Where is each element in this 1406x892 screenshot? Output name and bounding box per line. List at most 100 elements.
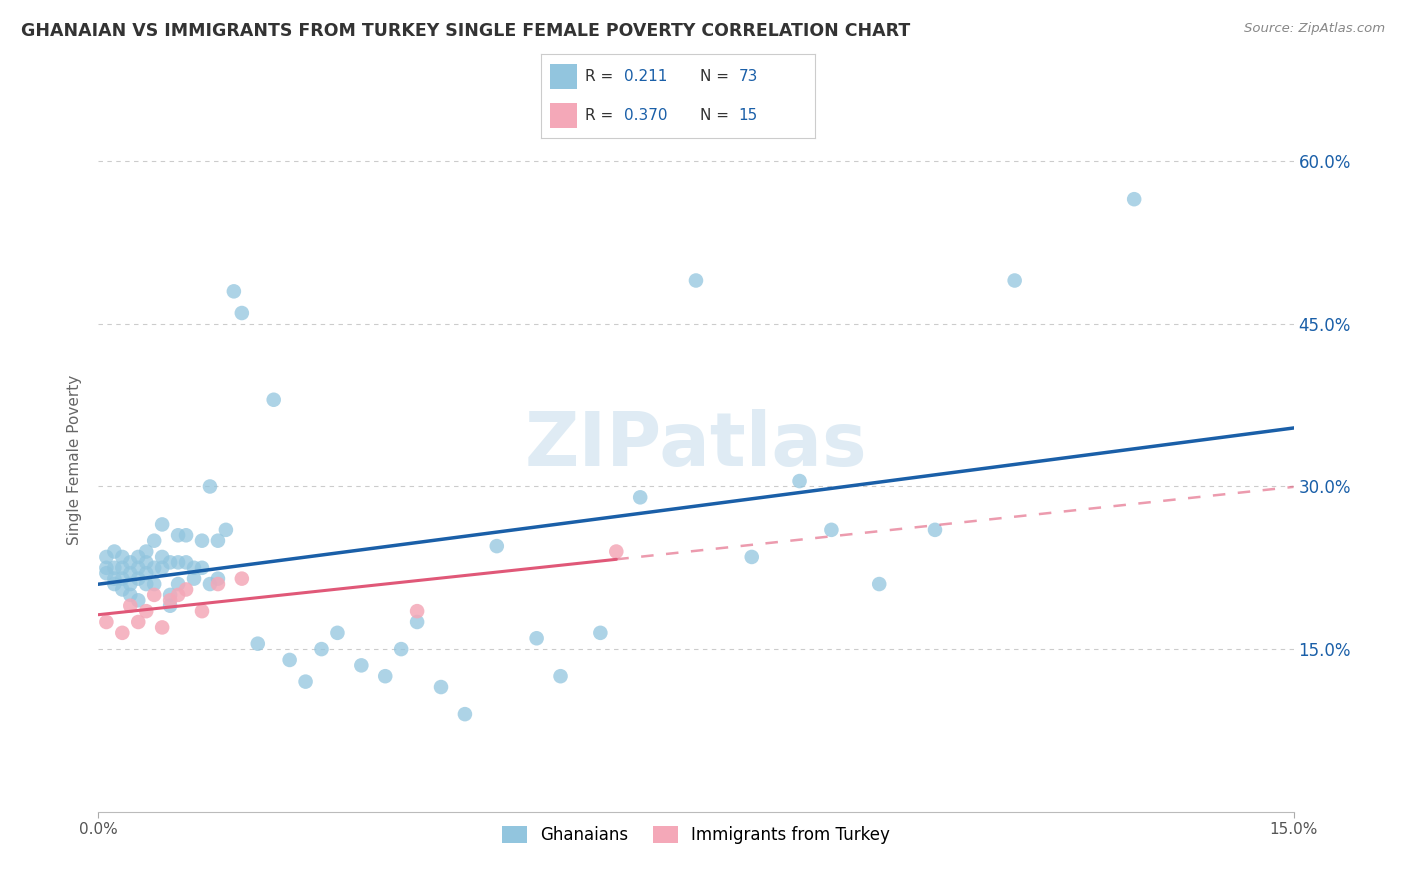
Point [589,625,612,640]
Point [374,669,396,683]
Point [159,599,181,613]
Point [135,544,157,558]
Point [231,572,253,586]
Point [207,533,229,548]
Point [150,517,173,532]
Point [167,555,190,569]
Text: 0.211: 0.211 [624,69,666,84]
Point [326,625,349,640]
Text: N =: N = [700,108,730,123]
Point [150,561,173,575]
Bar [550,63,576,89]
Legend: Ghanaians, Immigrants from Turkey: Ghanaians, Immigrants from Turkey [494,818,898,853]
Point [111,549,134,564]
Point [406,604,429,618]
Point [924,523,946,537]
Text: 73: 73 [738,69,758,84]
Text: Source: ZipAtlas.com: Source: ZipAtlas.com [1244,22,1385,36]
Point [183,561,205,575]
Point [167,577,190,591]
Point [135,604,157,618]
Point [1004,273,1026,287]
Point [120,555,142,569]
Point [111,582,134,597]
Point [103,572,125,586]
Point [103,577,125,591]
Point [167,588,190,602]
Point [485,539,508,553]
Text: R =: R = [585,69,619,84]
Point [96,566,118,581]
Text: R =: R = [585,108,619,123]
Point [222,285,245,299]
Point [278,653,301,667]
Point [143,577,166,591]
Point [789,474,811,488]
Point [174,555,197,569]
Point [111,572,134,586]
Point [120,599,142,613]
Point [135,566,157,581]
Point [159,593,181,607]
Point [159,555,181,569]
Point [96,561,118,575]
Point [820,523,842,537]
Point [120,588,142,602]
Point [159,588,181,602]
Point [143,561,166,575]
Point [96,549,118,564]
Point [198,479,221,493]
Y-axis label: Single Female Poverty: Single Female Poverty [67,375,83,544]
Point [96,615,118,629]
Point [1123,192,1146,206]
Point [174,528,197,542]
Bar [550,103,576,128]
Point [103,561,125,575]
Text: 0.370: 0.370 [624,108,666,123]
Point [294,674,316,689]
Point [207,577,229,591]
Point [430,680,453,694]
Point [127,615,149,629]
Point [207,572,229,586]
Point [215,523,238,537]
Point [135,577,157,591]
Point [741,549,763,564]
Point [191,561,214,575]
Point [628,491,651,505]
Point [198,577,221,591]
Point [311,642,333,657]
Point [191,604,214,618]
Point [191,533,214,548]
Point [183,572,205,586]
Point [550,669,572,683]
Point [263,392,285,407]
Point [150,620,173,634]
Point [605,544,627,558]
Point [127,593,149,607]
Point [143,533,166,548]
Point [526,632,548,646]
Point [127,561,149,575]
Text: N =: N = [700,69,730,84]
Point [174,582,197,597]
Point [868,577,890,591]
Point [120,566,142,581]
Point [111,561,134,575]
Point [406,615,429,629]
Point [350,658,373,673]
Text: 15: 15 [738,108,758,123]
Point [150,549,173,564]
Point [167,528,190,542]
Point [127,572,149,586]
Point [685,273,707,287]
Point [454,707,477,722]
Point [135,555,157,569]
Point [389,642,412,657]
Point [103,544,125,558]
Point [127,549,149,564]
Text: ZIPatlas: ZIPatlas [524,409,868,482]
Point [111,625,134,640]
Point [231,306,253,320]
Point [246,637,269,651]
